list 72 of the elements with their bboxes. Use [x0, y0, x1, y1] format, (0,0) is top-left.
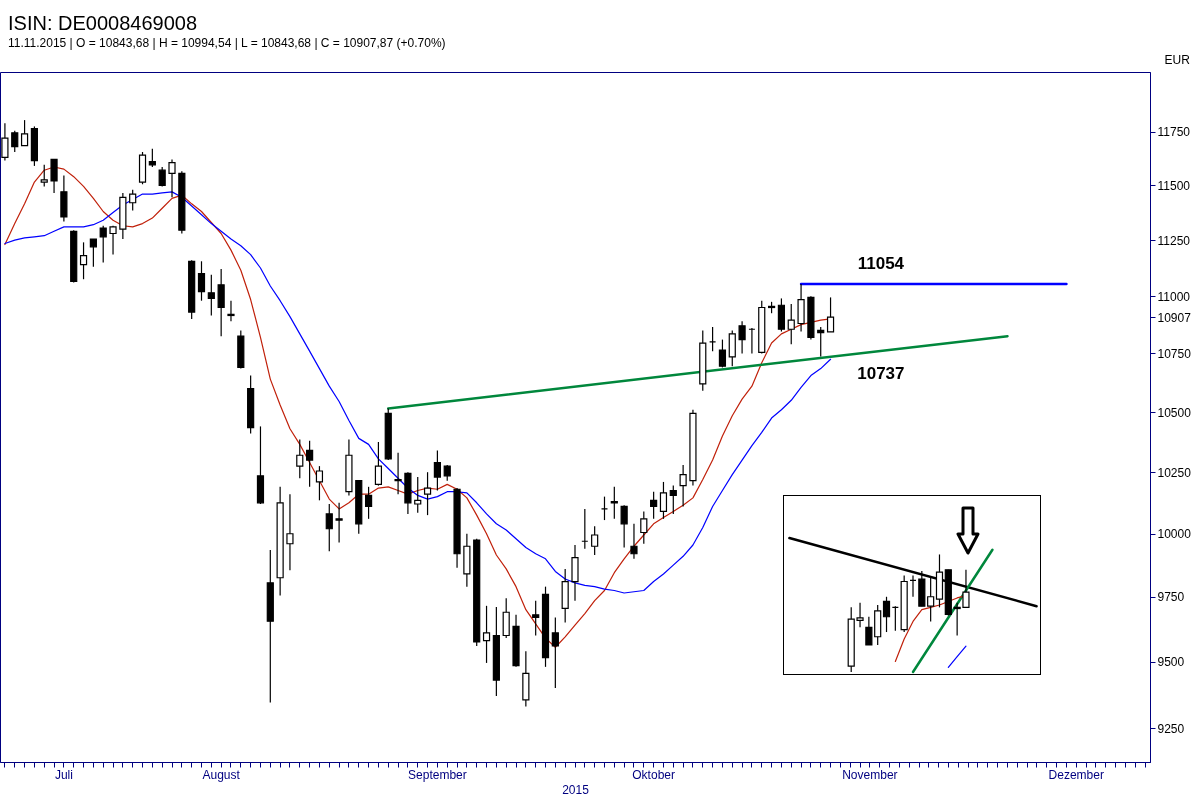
- candlestick: [148, 148, 156, 168]
- candlestick: [718, 338, 727, 369]
- candlestick: [20, 119, 29, 147]
- chart-subtitle: 11.11.2015 | O = 10843,68 | H = 10994,54 | L = 10843,68 | C = 10907,87 (+0.70%): [8, 36, 446, 50]
- candlestick: [296, 438, 304, 479]
- candlestick: [217, 268, 225, 337]
- candlestick: [482, 605, 491, 664]
- y-tick-label: 11750: [1157, 125, 1191, 140]
- candlestick: [129, 189, 137, 211]
- candlestick: [286, 493, 294, 571]
- candlestick: [728, 329, 736, 367]
- candlestick: [532, 600, 540, 637]
- candlestick: [650, 491, 658, 520]
- candlestick: [109, 225, 117, 256]
- y-tick-label: 11000: [1157, 289, 1191, 304]
- candlestick: [89, 238, 97, 268]
- candlestick: [738, 320, 746, 355]
- candlestick: [227, 300, 235, 322]
- y-tick-label: 11500: [1157, 178, 1191, 193]
- candlestick: [679, 464, 687, 508]
- y-tick-label: 10500: [1157, 405, 1192, 420]
- chart-title: ISIN: DE0008469008: [8, 12, 198, 34]
- candlestick: [620, 504, 628, 549]
- candlestick: [394, 452, 402, 495]
- candlestick: [777, 297, 786, 333]
- candlestick: [325, 503, 333, 552]
- candlestick: [423, 471, 432, 516]
- candlestick: [50, 158, 58, 194]
- candlestick: [306, 440, 314, 488]
- x-tick-label: Juli: [54, 767, 73, 782]
- candlestick: [797, 283, 805, 333]
- x-axis-title: 2015: [562, 782, 590, 797]
- y-tick-label: 10750: [1157, 346, 1192, 361]
- annotation: 11054: [857, 253, 905, 273]
- candlestick: [374, 441, 383, 487]
- candlestick: [40, 164, 48, 188]
- x-tick-label: Dezember: [1048, 767, 1104, 782]
- x-tick-label: September: [408, 767, 467, 782]
- candlestick: [630, 523, 638, 560]
- x-tick-label: November: [842, 767, 898, 782]
- candlestick: [882, 596, 891, 633]
- y-tick-label: 10000: [1157, 527, 1192, 542]
- y-tick-label: 9750: [1157, 590, 1185, 605]
- candlestick: [669, 485, 677, 515]
- candlestick: [168, 158, 176, 198]
- candlestick: [640, 510, 648, 545]
- candlestick: [433, 449, 441, 492]
- candlestick: [335, 502, 343, 544]
- candlestick: [197, 260, 206, 302]
- candlestick: [659, 481, 668, 520]
- x-tick-label: August: [202, 767, 241, 782]
- candlestick: [787, 303, 795, 345]
- candlestick: [207, 274, 215, 317]
- candlestick: [591, 525, 599, 556]
- candlestick: [364, 486, 373, 520]
- candlestick: [502, 597, 510, 639]
- line-series: [4, 191, 832, 594]
- y-tick-label: 9500: [1157, 655, 1185, 670]
- y-tick-label: 11250: [1157, 233, 1191, 248]
- y-tick-label: 10907: [1157, 310, 1192, 325]
- y-tick-label: 10250: [1157, 465, 1192, 480]
- x-tick-label: Oktober: [632, 767, 675, 782]
- candlestick: [826, 296, 835, 333]
- y-axis-title: EUR: [1164, 52, 1191, 67]
- candlestick: [99, 225, 107, 263]
- candlestick: [315, 465, 324, 501]
- candlestick: [11, 130, 19, 153]
- y-tick-label: 9250: [1157, 721, 1185, 736]
- candlestick: [79, 241, 88, 280]
- candlestick: [414, 476, 422, 514]
- annotation: 10737: [857, 364, 905, 384]
- candlestick: [551, 616, 559, 689]
